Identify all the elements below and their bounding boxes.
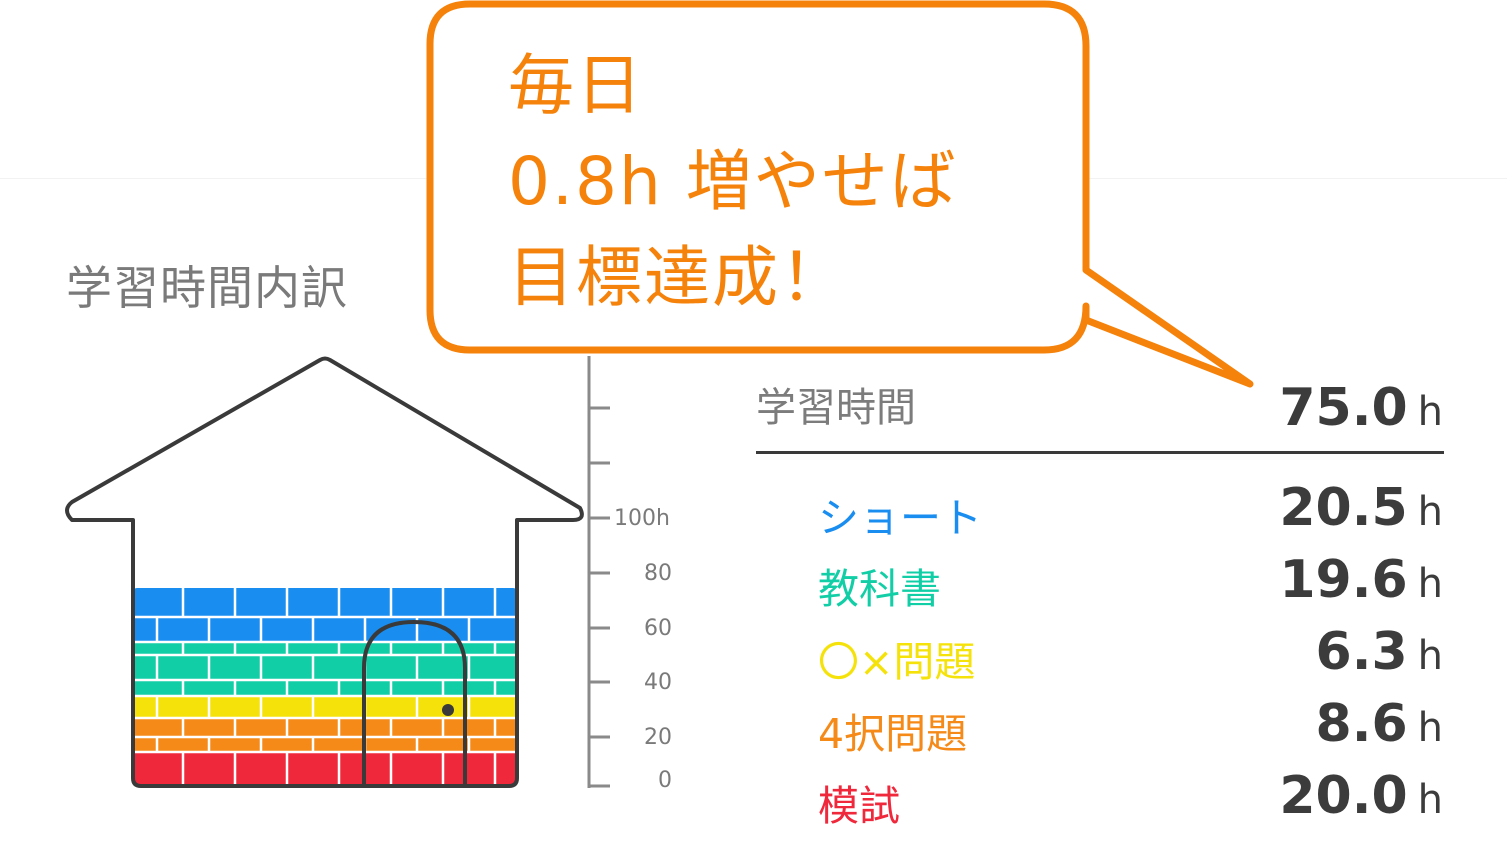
category-value-short: 20.5 h <box>1279 478 1443 538</box>
brick-band-mock-exam <box>133 752 517 785</box>
category-value-ox: 6.3 h <box>1316 622 1443 682</box>
category-number: 8.6 <box>1315 694 1408 754</box>
brick-band-textbook <box>133 642 517 696</box>
total-time-unit: h <box>1417 389 1443 435</box>
category-number: 20.5 <box>1279 478 1408 538</box>
scale-tick-80: 80 <box>644 561 672 586</box>
category-label-4choice: 4択問題 <box>818 710 968 758</box>
category-unit: h <box>1417 489 1443 535</box>
category-number: 6.3 <box>1315 622 1408 682</box>
category-value-textbook: 19.6 h <box>1279 550 1443 610</box>
total-time-label: 学習時間 <box>756 385 916 431</box>
total-time-value: 75.0 h <box>1279 378 1443 438</box>
scale-tick-60: 60 <box>644 616 672 641</box>
category-number: 20.0 <box>1279 766 1408 826</box>
hour-scale <box>587 356 610 788</box>
scale-tick-100: 100h <box>614 506 670 531</box>
brick-fill <box>133 588 517 785</box>
category-label-short: ショート <box>818 494 982 542</box>
brick-mortar <box>133 588 517 785</box>
category-unit: h <box>1417 561 1443 607</box>
callout-shape <box>426 0 1254 388</box>
category-label-textbook: 教科書 <box>818 565 941 613</box>
total-time-number: 75.0 <box>1279 378 1408 438</box>
scale-tick-20: 20 <box>644 725 672 750</box>
section-title: 学習時間内訳 <box>66 261 348 315</box>
summary-divider <box>756 451 1444 454</box>
category-label-mock-exam: 模試 <box>818 782 900 830</box>
category-number: 19.6 <box>1279 550 1408 610</box>
callout-line-1: 毎日 <box>508 47 644 124</box>
brick-band-ox <box>133 696 517 718</box>
category-value-4choice: 8.6 h <box>1316 694 1443 754</box>
door <box>362 619 467 786</box>
callout-text: 毎日 0.8h 増やせば 目標達成！ <box>508 38 958 326</box>
house-outline <box>65 356 584 788</box>
callout-line-2: 0.8h 増やせば <box>508 143 958 220</box>
category-unit: h <box>1417 777 1443 823</box>
door-knob <box>442 704 454 716</box>
scale-tick-40: 40 <box>644 670 672 695</box>
scale-tick-0: 0 <box>658 768 672 793</box>
category-unit: h <box>1417 633 1443 679</box>
brick-band-4choice <box>133 718 517 752</box>
callout-line-3: 目標達成！ <box>508 239 848 316</box>
category-label-ox: 〇×問題 <box>818 638 976 686</box>
category-value-mock-exam: 20.0 h <box>1279 766 1443 826</box>
category-unit: h <box>1417 705 1443 751</box>
